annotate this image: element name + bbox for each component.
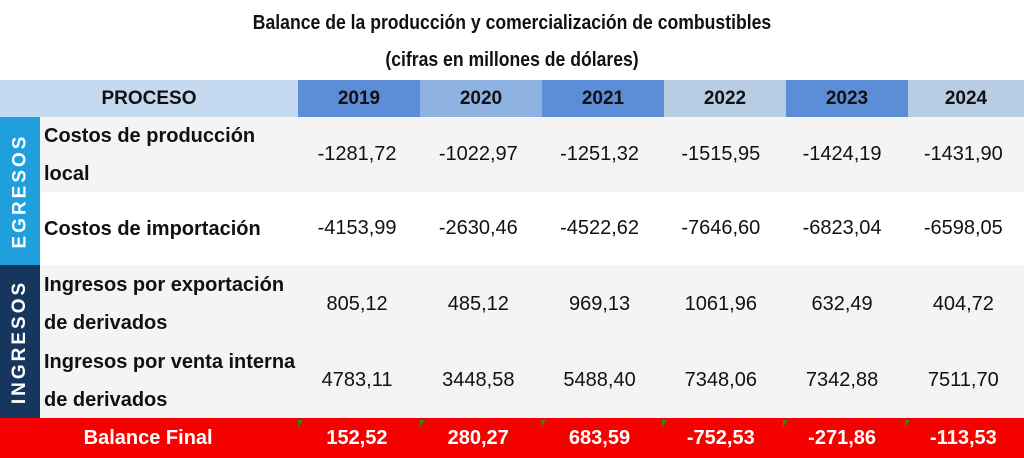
table-subtitle: (cifras en millones de dólares) <box>385 49 639 71</box>
header-year: 2021 <box>542 80 664 117</box>
row-label: Costos de producción local <box>44 124 256 185</box>
cell: -4522,62 <box>560 217 640 239</box>
cell: 3448,58 <box>442 369 515 391</box>
balance-cell: 280,27 <box>418 418 539 458</box>
cell: 7342,88 <box>805 369 879 391</box>
cell: 969,13 <box>568 292 631 315</box>
cell: 632,49 <box>811 292 873 315</box>
cell: -1431,90 <box>923 143 1003 165</box>
group-label: INGRESOS <box>9 279 30 404</box>
row-label: Ingresos por exportación de derivados <box>44 274 285 334</box>
cell: -7646,60 <box>681 217 761 239</box>
cell: 805,12 <box>326 292 388 315</box>
group-egresos: EGRESOS <box>0 117 40 265</box>
table-title: Balance de la producción y comercializac… <box>252 12 772 34</box>
cell: -1424,19 <box>802 143 882 165</box>
balance-cell: -271,86 <box>781 418 902 458</box>
cell: -1281,72 <box>317 143 397 165</box>
header-year: 2019 <box>298 80 420 117</box>
balance-cell: 152,52 <box>296 418 417 458</box>
balance-cell: -113,53 <box>903 418 1024 458</box>
cell: -1515,95 <box>681 143 761 165</box>
cell: 5488,40 <box>563 369 636 391</box>
balance-label: Balance Final <box>83 427 213 449</box>
cell: -4153,99 <box>317 217 397 239</box>
cell: 1061,96 <box>684 292 757 315</box>
balance-cell: -752,53 <box>660 418 781 458</box>
balance-cell: 683,59 <box>539 418 660 458</box>
balance-row: Balance Final 152,52 280,27 683,59 -752,… <box>0 418 1024 458</box>
cell: 485,12 <box>447 292 509 315</box>
table-row: Costos de producción local -1281,72 -102… <box>40 117 1024 192</box>
header-proceso: PROCESO <box>0 80 298 117</box>
cell: 4783,11 <box>321 369 393 391</box>
cell: 7511,70 <box>927 369 999 391</box>
header-year: 2020 <box>420 80 542 117</box>
cell: -2630,46 <box>438 217 518 239</box>
cell: -1251,32 <box>560 143 640 165</box>
group-label: EGRESOS <box>9 133 31 249</box>
row-label: Costos de importación <box>44 217 261 240</box>
header-year: 2022 <box>664 80 786 117</box>
row-label: Ingresos por venta interna de derivados <box>44 350 296 411</box>
group-ingresos: INGRESOS <box>0 265 40 418</box>
cell: -6823,04 <box>802 217 882 239</box>
header-year: 2024 <box>908 80 1024 117</box>
table-row: Ingresos por venta interna de derivados … <box>40 343 1024 418</box>
table-row: Costos de importación -4153,99 -2630,46 … <box>40 192 1024 265</box>
cell: 7348,06 <box>684 369 757 391</box>
cell: 404,72 <box>932 292 994 315</box>
cell: -1022,97 <box>438 143 518 165</box>
cell: -6598,05 <box>923 217 1003 239</box>
header-year: 2023 <box>786 80 908 117</box>
table-row: Ingresos por exportación de derivados 80… <box>40 265 1024 343</box>
